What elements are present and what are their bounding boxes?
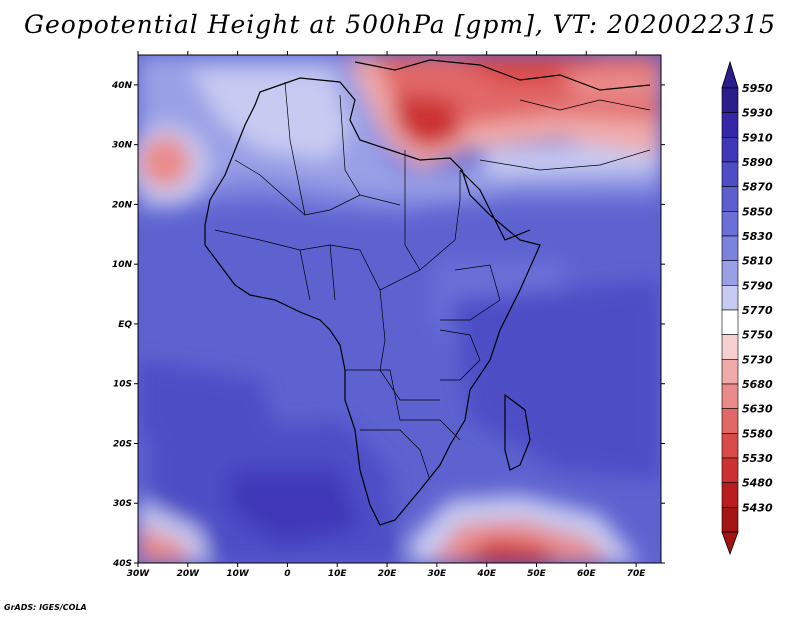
colorbar-label: 5750 — [742, 329, 773, 342]
lon-label: 20W — [177, 569, 201, 579]
colorbar-label: 5770 — [742, 304, 773, 317]
colorbar-label: 5630 — [742, 403, 773, 416]
lon-label: 30W — [127, 569, 151, 579]
colorbar-swatch — [721, 507, 739, 533]
colorbar-label: 5810 — [742, 255, 773, 268]
lat-label: 20N — [112, 200, 133, 210]
latitude-axis: 40N 30N 20N 10N EQ 10S 20S 30S 40S — [111, 81, 665, 569]
lat-label: EQ — [118, 320, 132, 330]
colorbar-label: 5950 — [742, 82, 773, 95]
colorbar-swatch — [721, 260, 739, 286]
colorbar-swatch — [721, 408, 739, 434]
colorbar-label: 5480 — [742, 477, 773, 490]
colorbar-label: 5870 — [742, 181, 773, 194]
lat-label: 20S — [113, 439, 132, 449]
lat-label: 10N — [112, 260, 133, 270]
colorbar-swatch — [721, 433, 739, 459]
map-title: Geopotential Height at 500hPa [gpm], VT:… — [23, 10, 777, 39]
colorbar-label: 5680 — [742, 378, 773, 391]
colorbar-swatch — [721, 285, 739, 311]
colorbar-swatch — [721, 211, 739, 237]
credit-label: GrADS: IGES/COLA — [4, 603, 87, 612]
colorbar-label: 5930 — [742, 107, 773, 120]
colorbar-label: 5530 — [742, 452, 773, 465]
colorbar-swatch — [721, 334, 739, 360]
colorbar-label: 5910 — [742, 131, 773, 144]
lon-label: 20E — [378, 569, 398, 579]
colorbar-label: 5730 — [742, 353, 773, 366]
colorbar-label: 5430 — [742, 501, 773, 514]
colorbar-label: 5890 — [742, 156, 773, 169]
lon-label: 10E — [328, 569, 348, 579]
height-field — [138, 55, 661, 563]
lon-label: 40E — [476, 569, 497, 579]
colorbar-swatch — [721, 112, 739, 138]
lat-label: 40S — [112, 559, 132, 569]
colorbar-swatch — [721, 309, 739, 335]
colorbar-swatch — [721, 161, 739, 187]
colorbar-swatch — [721, 235, 739, 261]
country-borders — [214, 81, 651, 481]
madagascar-coastline — [504, 393, 531, 471]
colorbar-top-arrow — [721, 60, 739, 89]
colorbar-label: 5850 — [742, 205, 773, 218]
lat-label: 40N — [111, 81, 133, 91]
colorbar-label: 5580 — [742, 427, 773, 440]
lat-label: 30S — [113, 499, 132, 509]
colorbar-swatch — [721, 87, 739, 113]
colorbar-swatch — [721, 186, 739, 212]
colorbar-swatch — [721, 457, 739, 483]
colorbar-swatch — [721, 383, 739, 409]
map-frame — [137, 54, 662, 564]
lon-label: 30E — [428, 569, 448, 579]
lon-label: 70E — [627, 569, 647, 579]
colorbar-swatch — [721, 482, 739, 508]
africa-coastline — [204, 59, 651, 526]
colorbar-swatch — [721, 137, 739, 163]
lon-label: 10W — [226, 569, 250, 579]
lat-label: 30N — [112, 141, 133, 151]
lon-label: 60E — [577, 569, 597, 579]
lon-label: 0 — [284, 569, 290, 579]
colorbar-label: 5790 — [742, 279, 773, 292]
colorbar-swatch — [721, 359, 739, 385]
colorbar-label: 5830 — [742, 230, 773, 243]
lat-label: 10S — [113, 380, 132, 390]
colorbar: 5950 5930 5910 5890 5870 5850 5830 5810 5790 5770… — [721, 60, 773, 556]
lon-label: 50E — [527, 569, 547, 579]
longitude-axis: 30W 20W 10W 0 10E 20E 30E 40E 50E 60E 70E — [127, 51, 647, 579]
colorbar-bottom-arrow — [721, 531, 739, 556]
